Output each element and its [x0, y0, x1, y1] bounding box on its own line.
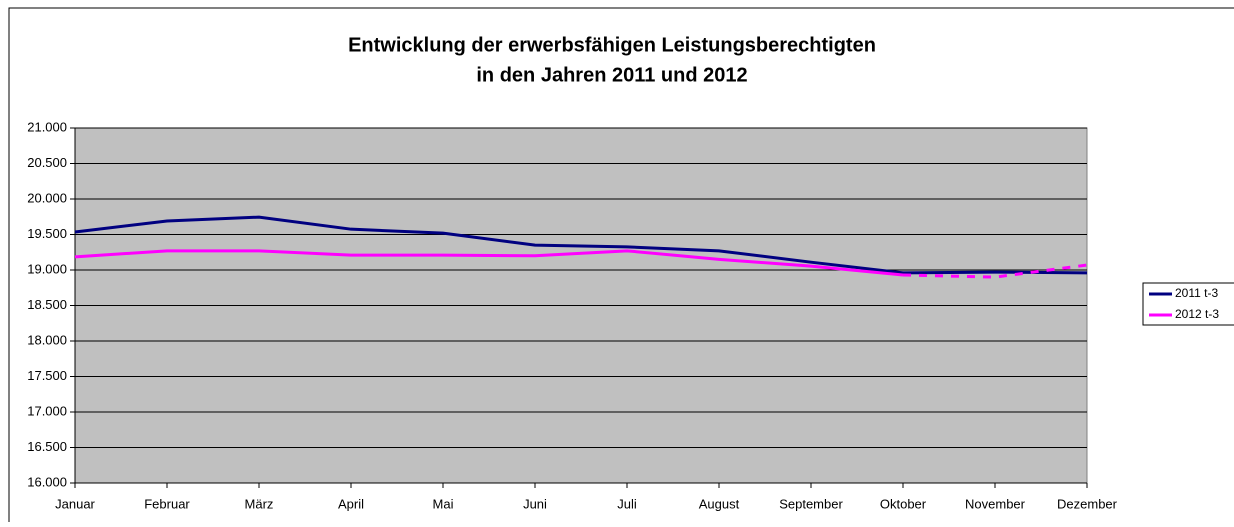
chart-subtitle: in den Jahren 2011 und 2012 [476, 64, 747, 86]
y-tick-label: 16.500 [27, 439, 67, 454]
y-tick-label: 17.500 [27, 368, 67, 383]
y-tick-label: 20.500 [27, 155, 67, 170]
legend-label: 2011 t-3 [1175, 286, 1218, 300]
legend-label: 2012 t-3 [1175, 307, 1219, 321]
x-tick-label: Juni [523, 496, 547, 511]
x-tick-label: September [779, 496, 843, 511]
y-tick-label: 21.000 [27, 119, 67, 134]
y-tick-label: 19.000 [27, 261, 67, 276]
line-series [74, 249, 904, 277]
y-tick-label: 18.000 [27, 332, 67, 347]
y-tick-label: 17.000 [27, 403, 67, 418]
chart-title: Entwicklung der erwerbsfähigen Leistungs… [348, 34, 876, 56]
x-tick-label: November [965, 496, 1026, 511]
x-tick-label: Mai [433, 496, 454, 511]
y-tick-label: 19.500 [27, 226, 67, 241]
x-tick-label: April [338, 496, 364, 511]
x-tick-label: Januar [55, 496, 95, 511]
y-tick-label: 16.000 [27, 474, 67, 489]
y-tick-label: 18.500 [27, 297, 67, 312]
x-tick-label: Februar [144, 496, 190, 511]
x-tick-label: Juli [617, 496, 637, 511]
x-tick-label: März [245, 496, 274, 511]
x-tick-label: August [699, 496, 740, 511]
legend-box [1142, 282, 1234, 326]
y-tick-label: 20.000 [27, 190, 67, 205]
line-series [74, 215, 1088, 275]
x-tick-label: Dezember [1057, 496, 1118, 511]
x-tick-label: Oktober [880, 496, 927, 511]
